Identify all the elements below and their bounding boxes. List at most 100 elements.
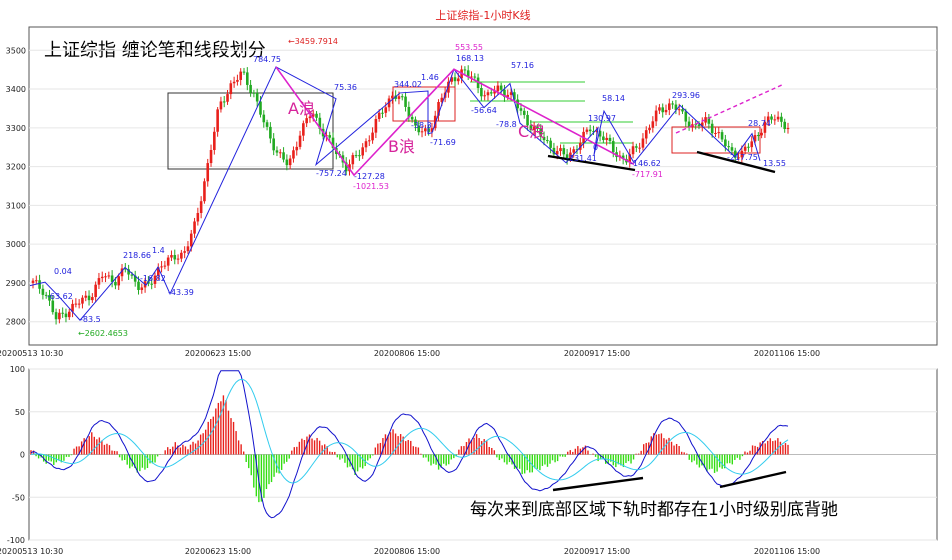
dea-line [30,378,789,484]
candle-body [351,155,355,165]
candle-body [104,276,107,278]
candle-body [773,119,777,121]
candle-body [470,76,473,78]
candle-body [720,132,724,140]
price-label: 130.97 [588,114,616,123]
candle-body [572,149,575,153]
candle-body [219,101,223,110]
candle-body [384,107,388,113]
candle-body [466,70,470,77]
candle-body [526,114,529,126]
candle-body [565,154,569,160]
candle-body [763,121,767,133]
candle-body [124,268,127,270]
candle-body [189,233,193,247]
candle-body [760,132,763,136]
candle-body [209,150,213,164]
candle-body [331,137,335,148]
price-label: -231.41 [566,154,597,163]
candle-body [427,128,430,132]
candle-body [34,280,38,282]
candle-body [186,246,190,252]
candle-body [137,281,140,290]
candle-body [133,275,137,282]
price-label: 0 [593,143,598,152]
macd-x-tick: 20200806 15:00 [374,547,440,556]
price-x-tick: 20200623 15:00 [185,349,251,358]
candle-body [364,141,368,148]
price-label: -16.82 [140,274,166,283]
candle-body [496,85,500,92]
candle-body [354,155,358,157]
candle-body [344,162,348,172]
candle-body [236,79,239,82]
candle-body [503,89,506,97]
candle-body [724,139,727,147]
candle-body [87,295,91,301]
price-label: 28.74 [748,119,771,128]
candle-body [414,119,417,126]
price-x-tick: 20201106 15:00 [754,349,820,358]
candle-body [265,122,269,127]
price-label: 218.66 [123,251,151,260]
macd-histogram [30,395,789,503]
price-label: -63.62 [47,292,73,301]
candle-body [635,146,638,148]
candle-body [598,130,602,137]
macd-y-tick: -100 [7,536,25,545]
price-label: 13.55 [763,159,786,168]
price-x-tick: 20200513 10:30 [0,349,63,358]
candle-body [546,140,549,142]
candle-body [786,127,790,130]
candle-body [559,148,562,152]
candle-body [562,148,566,155]
candle-body [249,84,252,93]
candle-body [453,77,457,82]
candle-body [377,112,381,119]
candle-body [747,146,750,148]
candle-body [585,129,589,132]
candle-body [311,113,315,117]
candle-body [555,151,559,155]
candle-body [437,102,440,116]
candle-body [753,135,757,142]
price-x-tick: 20200806 15:00 [374,349,440,358]
candle-body [697,124,701,126]
candle-body [120,268,124,277]
candle-body [180,252,183,259]
candle-body [374,118,378,133]
candle-body [740,150,744,158]
price-label: ←2602.4653 [78,329,128,338]
candle-body [631,146,635,155]
candle-body [262,114,266,123]
price-y-tick: 3300 [6,124,26,133]
candle-body [737,157,740,159]
price-label: 168.13 [456,54,484,63]
candle-body [743,146,747,151]
price-label: 293.96 [672,91,700,100]
candle-body [130,274,134,276]
candle-body [358,155,361,157]
price-x-axis: 20200513 10:30 20200623 15:00 20200806 15:… [0,349,820,358]
candle-body [420,131,424,133]
candle-body [315,113,318,118]
candle-body [611,141,615,153]
candle-body [684,111,688,122]
candle-body [97,278,101,285]
candle-body [433,115,437,129]
candle-body [298,135,302,147]
candle-body [239,71,243,80]
price-label: 784.75 [253,55,281,64]
divergence-line-2 [696,150,776,174]
price-label: -757.24 [316,169,347,178]
candle-body [677,109,681,111]
candle-body [391,95,394,99]
candle-body [394,95,397,99]
candle-body [638,147,641,149]
candle-body [302,123,305,136]
candle-body [361,147,364,156]
candle-body [173,255,177,260]
candle-body [58,312,61,320]
candle-body [203,181,206,202]
candle-body [305,118,308,124]
